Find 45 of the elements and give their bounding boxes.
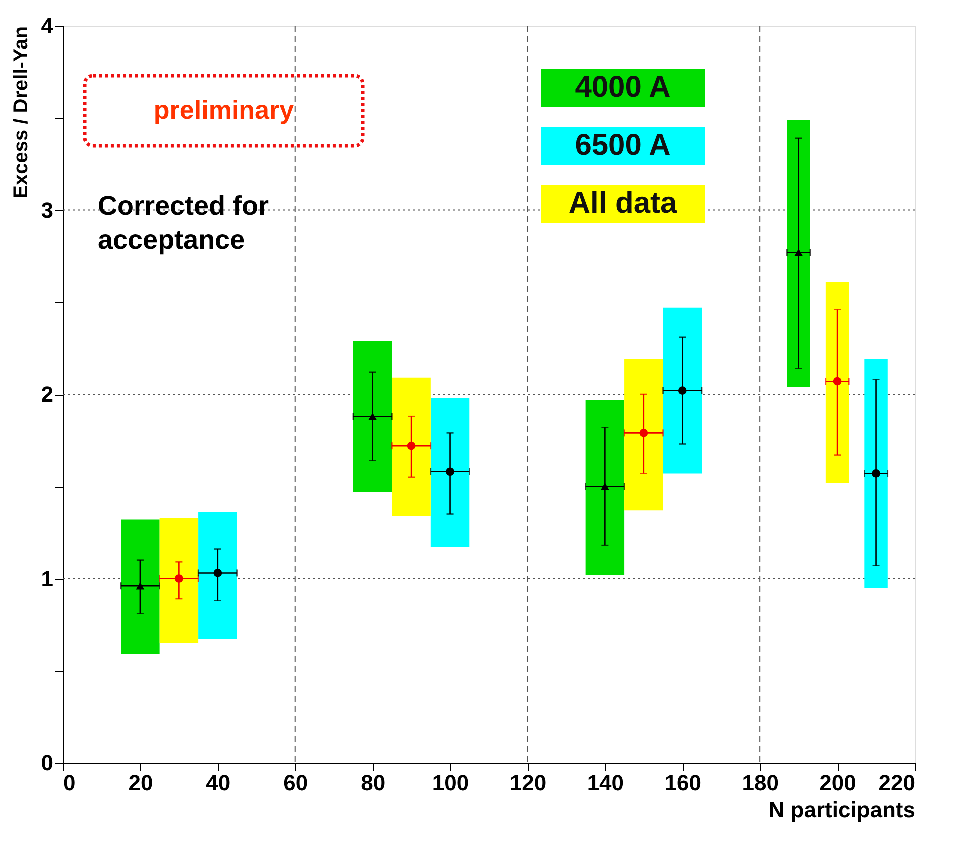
text: 4000 A <box>575 71 671 104</box>
y-axis-title: Excess / Drell-Yan <box>10 26 32 199</box>
x-axis-title: N participants <box>768 798 916 822</box>
bar <box>198 512 238 640</box>
y-tick-label: 2 <box>41 382 54 407</box>
point <box>446 468 454 476</box>
x-tick-label: 20 <box>128 770 154 796</box>
point <box>407 442 416 450</box>
x-tick-label: 0 <box>64 770 76 796</box>
bar <box>586 400 625 576</box>
x-tick-label: 60 <box>284 770 308 796</box>
point <box>872 470 880 478</box>
x-tick-label: 160 <box>664 770 702 796</box>
bar <box>624 359 664 511</box>
y-tick-label: 0 <box>41 750 54 776</box>
x-tick-label: 180 <box>742 770 779 796</box>
point <box>136 582 145 590</box>
point <box>833 377 842 386</box>
x-tick-label: 40 <box>206 770 231 796</box>
x-tick-label: 120 <box>510 770 547 796</box>
bar <box>353 341 392 492</box>
x-tick-label: 200 <box>820 770 856 796</box>
y-tick-label: 3 <box>41 198 54 223</box>
y-tick-label: 4 <box>41 14 54 38</box>
text: 6500 A <box>575 129 671 162</box>
bar <box>160 518 199 644</box>
point <box>794 249 803 256</box>
annotation: Corrected for acceptance <box>98 191 270 255</box>
point <box>214 569 222 578</box>
text: All data <box>568 187 678 220</box>
annotation: preliminary <box>154 95 295 125</box>
point <box>368 412 377 420</box>
bar <box>663 308 702 474</box>
bar <box>392 378 431 516</box>
point <box>601 483 610 490</box>
x-tick-label: 80 <box>361 770 386 796</box>
x-tick-label: 220 <box>878 770 916 796</box>
point <box>175 574 184 583</box>
x-tick-label: 140 <box>587 770 624 796</box>
point <box>640 429 648 438</box>
y-tick-label: 1 <box>41 566 54 592</box>
bar <box>430 398 470 548</box>
bar <box>121 520 160 654</box>
point <box>678 386 687 395</box>
x-tick-label: 100 <box>432 770 470 796</box>
